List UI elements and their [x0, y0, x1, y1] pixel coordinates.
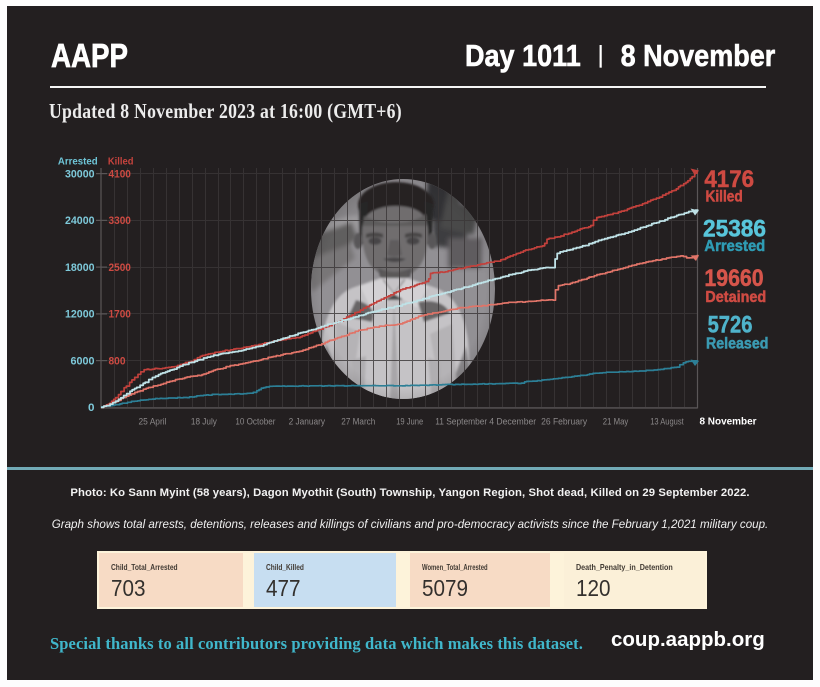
svg-text:18000: 18000 — [65, 262, 95, 274]
svg-text:27 March: 27 March — [341, 416, 375, 426]
svg-text:11 September: 11 September — [435, 416, 487, 426]
svg-text:1700: 1700 — [109, 309, 131, 321]
svg-text:6000: 6000 — [71, 355, 95, 367]
svg-text:19 June: 19 June — [396, 416, 423, 426]
svg-text:Killed: Killed — [706, 189, 743, 206]
svg-text:5726: 5726 — [708, 312, 753, 339]
svg-text:Arrested: Arrested — [704, 238, 765, 255]
svg-text:Arrested: Arrested — [58, 156, 98, 168]
svg-text:25386: 25386 — [703, 215, 766, 242]
svg-text:4176: 4176 — [704, 166, 754, 193]
svg-text:0: 0 — [88, 402, 95, 414]
svg-text:800: 800 — [109, 355, 126, 367]
svg-text:30000: 30000 — [65, 168, 95, 180]
svg-text:26 February: 26 February — [541, 416, 587, 426]
svg-text:18 July: 18 July — [191, 416, 217, 426]
svg-text:8 November: 8 November — [700, 417, 757, 428]
svg-text:Detained: Detained — [705, 289, 766, 306]
svg-text:24000: 24000 — [65, 215, 95, 227]
svg-text:13 August: 13 August — [650, 416, 684, 426]
svg-text:12000: 12000 — [65, 309, 95, 321]
svg-text:Released: Released — [706, 336, 768, 353]
svg-text:10 October: 10 October — [235, 416, 275, 426]
svg-text:21 May: 21 May — [603, 416, 629, 426]
svg-text:4100: 4100 — [109, 168, 131, 180]
svg-text:Killed: Killed — [108, 156, 134, 168]
svg-text:4 December: 4 December — [489, 416, 536, 426]
svg-text:2 January: 2 January — [289, 416, 326, 426]
svg-text:19660: 19660 — [704, 265, 763, 292]
svg-text:2500: 2500 — [109, 262, 131, 274]
svg-text:25 April: 25 April — [139, 416, 167, 426]
svg-text:3300: 3300 — [109, 215, 131, 227]
